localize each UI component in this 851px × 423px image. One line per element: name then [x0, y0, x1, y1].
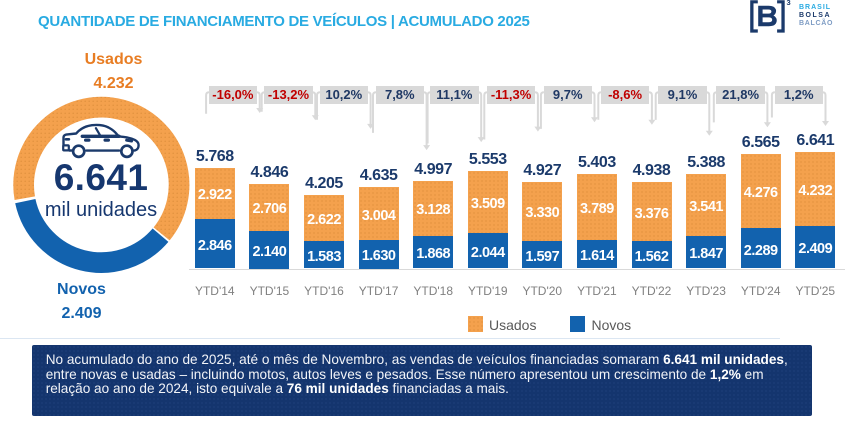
svg-text:BRASIL: BRASIL — [799, 4, 831, 11]
svg-text:3: 3 — [787, 0, 791, 7]
svg-text:BOLSA: BOLSA — [799, 12, 831, 19]
svg-text:BALCÃO: BALCÃO — [799, 18, 833, 27]
